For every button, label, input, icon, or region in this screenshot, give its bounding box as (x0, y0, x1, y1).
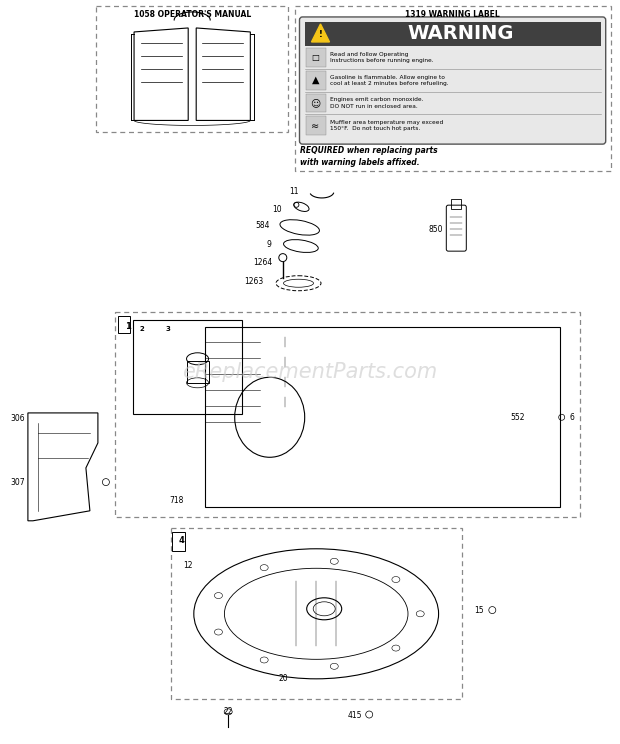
Text: 850: 850 (429, 225, 443, 234)
Bar (306, 94, 326, 112)
Bar (451, 199, 461, 209)
Text: REQUIRED when replacing parts
with warning labels affixed.: REQUIRED when replacing parts with warni… (301, 146, 438, 167)
Text: 1: 1 (125, 322, 131, 332)
Text: ☺: ☺ (311, 98, 321, 108)
Text: Gasoline is flammable. Allow engine to
cool at least 2 minutes before refueling.: Gasoline is flammable. Allow engine to c… (329, 74, 448, 86)
Text: Muffler area temperature may exceed
150°F.  Do not touch hot parts.: Muffler area temperature may exceed 150°… (329, 120, 443, 132)
Text: 307: 307 (11, 478, 25, 487)
Text: 552: 552 (510, 413, 525, 422)
Text: 1319 WARNING LABEL: 1319 WARNING LABEL (405, 10, 500, 19)
FancyBboxPatch shape (299, 17, 606, 144)
Bar (172, 532, 185, 551)
Bar (170, 528, 462, 699)
Text: 1263: 1263 (244, 277, 264, 286)
Text: 4: 4 (179, 536, 184, 545)
Text: 306: 306 (11, 414, 25, 423)
Text: WARNING: WARNING (407, 25, 514, 43)
Text: 11: 11 (290, 187, 299, 196)
Bar (115, 312, 580, 517)
Text: 2: 2 (140, 326, 144, 332)
Text: 415: 415 (347, 711, 361, 719)
Text: 15: 15 (474, 606, 484, 615)
Bar (96, 6, 288, 132)
Text: 22: 22 (223, 707, 232, 716)
Text: 12: 12 (183, 561, 192, 570)
Text: 9: 9 (266, 240, 271, 248)
Text: 10: 10 (272, 205, 281, 214)
Text: 1058 OPERATOR'S MANUAL: 1058 OPERATOR'S MANUAL (133, 10, 251, 19)
Text: 3: 3 (166, 326, 170, 332)
Text: ≈: ≈ (311, 121, 319, 131)
Text: 20: 20 (278, 674, 288, 683)
Text: 584: 584 (255, 221, 270, 230)
Text: 6: 6 (570, 413, 575, 422)
Bar (306, 116, 326, 135)
Text: !: ! (319, 31, 322, 39)
Bar (304, 22, 601, 46)
Bar (133, 320, 242, 414)
Bar (118, 316, 130, 333)
Polygon shape (311, 24, 329, 42)
Text: Engines emit carbon monoxide.
DO NOT run in enclosed area.: Engines emit carbon monoxide. DO NOT run… (329, 97, 423, 109)
Bar (294, 6, 611, 171)
Text: 1264: 1264 (254, 258, 273, 267)
Text: ▲: ▲ (312, 75, 319, 85)
Text: 718: 718 (170, 496, 184, 505)
Bar (187, 361, 208, 383)
Bar (205, 327, 560, 507)
Text: eReplacementParts.com: eReplacementParts.com (182, 362, 438, 382)
Text: □: □ (312, 53, 319, 62)
Text: Read and follow Operating
Instructions before running engine.: Read and follow Operating Instructions b… (329, 52, 433, 63)
Bar (306, 71, 326, 89)
Bar (306, 48, 326, 67)
